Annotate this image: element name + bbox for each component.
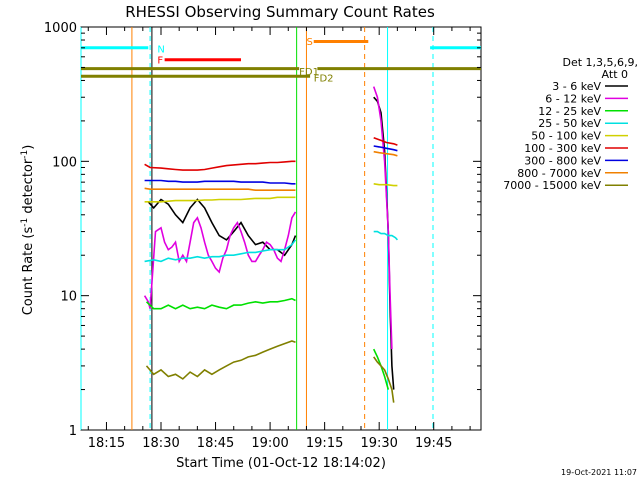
series-line-7-1 (373, 150, 398, 157)
series-line-3-0 (144, 239, 297, 263)
series-line-2-0 (145, 297, 296, 310)
flag-label-fd2: FD2 (314, 74, 334, 85)
legend-label: 800 - 7000 keV (517, 167, 601, 180)
legend-header-attenuator: Att 0 (602, 68, 628, 81)
legend-label: 50 - 100 keV (531, 130, 601, 143)
series-line-0-0 (147, 198, 297, 257)
series-line-5-0 (144, 160, 296, 171)
y-axis-label-main: Count Rate (s (21, 227, 36, 316)
y-axis-label-end: ) (21, 145, 36, 150)
series-line-1-1 (372, 86, 393, 350)
series-line-8-0 (145, 340, 296, 380)
series-layer (143, 86, 399, 403)
chart-title: RHESSI Observing Summary Count Rates (125, 3, 435, 21)
legend-label: 12 - 25 keV (538, 105, 601, 118)
series-line-4-1 (373, 183, 398, 187)
y-tick-label: 1000 (44, 21, 77, 36)
x-tick-label: 18:15 (88, 436, 125, 451)
series-line-5-1 (373, 136, 398, 146)
x-tick-label: 18:45 (197, 436, 234, 451)
legend-header-detectors: Det 1,3,5,6,9, (562, 56, 638, 69)
series-line-2-1 (372, 348, 390, 390)
plot-frame (80, 26, 482, 431)
legend-label: 25 - 50 keV (538, 117, 601, 130)
y-tick-label: 1 (69, 424, 77, 439)
series-line-8-1 (373, 356, 395, 403)
x-axis: 18:15 18:30 18:45 19:00 19:15 19:30 19:45 (88, 27, 471, 451)
flag-label-n: N (157, 45, 164, 56)
x-axis-label: Start Time (01-Oct-12 18:14:02) (176, 456, 386, 471)
legend-label: 7000 - 15000 keV (503, 179, 601, 192)
x-tick-label: 18:30 (142, 436, 179, 451)
flag-label-fd1: FD1 (299, 67, 319, 78)
series-line-6-0 (144, 179, 296, 185)
y-axis-label: Count Rate (s-1 detector-1) (20, 145, 36, 316)
series-line-3-1 (373, 230, 399, 241)
x-tick-label: 19:00 (251, 436, 288, 451)
plot-timestamp: 19-Oct-2021 11:07 (561, 468, 637, 477)
series-line-1-0 (143, 211, 297, 309)
legend-label: 6 - 12 keV (545, 92, 601, 105)
y-tick-label: 100 (52, 155, 77, 170)
y-axis: 1 10 100 1000 (44, 21, 481, 439)
flag-layer: NF FD1 S FD2 (80, 27, 481, 430)
flag-label-s: S (306, 37, 312, 48)
series-line-4-0 (144, 196, 296, 203)
series-line-7-0 (144, 187, 296, 191)
flag-label-f: F (157, 55, 163, 66)
y-axis-label-mid: detector (21, 158, 36, 218)
y-axis-label-sup2: -1 (20, 150, 30, 159)
x-tick-label: 19:15 (306, 436, 343, 451)
y-axis-label-sup1: -1 (20, 218, 30, 227)
y-tick-label: 10 (60, 290, 77, 305)
legend-label: 3 - 6 keV (552, 80, 601, 93)
legend-label: 100 - 300 keV (524, 142, 601, 155)
series-line-6-1 (373, 145, 398, 152)
x-tick-label: 19:30 (360, 436, 397, 451)
legend-label: 300 - 800 keV (524, 154, 601, 167)
x-tick-label: 19:45 (415, 436, 452, 451)
